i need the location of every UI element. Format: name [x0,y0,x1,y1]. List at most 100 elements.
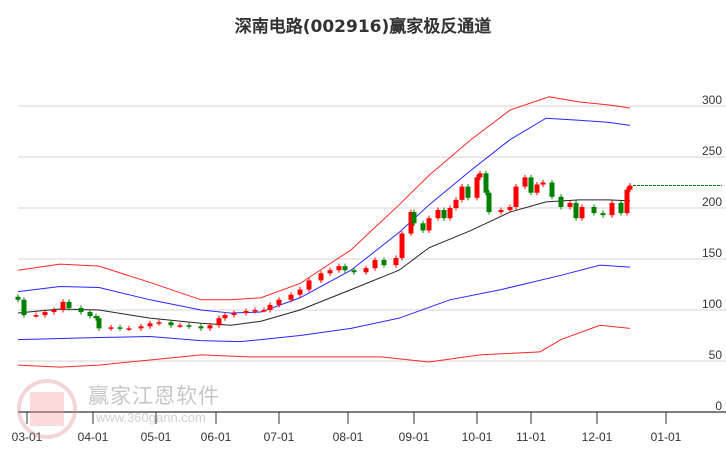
candle-body [453,199,459,208]
channel-line-upper-blue [17,117,631,314]
candle-body [207,325,213,329]
candle-body [381,260,387,266]
x-tick-label: 07-01 [264,430,295,444]
y-tick-label: 200 [702,195,722,209]
candle-body [513,186,519,207]
candle-body [51,310,57,313]
candle-body [558,196,564,207]
x-tick-label: 05-01 [141,430,172,444]
candle-body [306,280,312,290]
candle-body [459,186,465,200]
candle-body [87,312,93,317]
candle-body [498,210,504,213]
candle-body [618,202,624,214]
y-tick-label: 0 [715,399,722,413]
candle-body [540,182,546,185]
candle-body [21,299,27,316]
candle-body [318,273,324,281]
candle-body [327,270,333,274]
candle-body [138,326,144,329]
candle-body [78,307,84,313]
candle-body [297,289,303,295]
candle-body [336,266,342,271]
candle-body [573,202,579,219]
watermark-brand: 赢家江恩软件 [88,384,220,408]
candle-body [399,233,405,258]
y-tick-label: 250 [702,144,722,158]
candle-body [252,310,258,312]
candle-body [609,202,615,216]
candle-body [342,266,348,271]
candle-body [426,218,432,231]
candle-body [126,328,132,330]
x-tick-label: 10-01 [462,430,493,444]
candle-body [156,322,162,324]
candle-body [624,189,630,214]
candle-body [261,310,267,312]
candle-body [372,260,378,269]
candle-body [363,268,369,273]
candle-body [177,325,183,327]
y-tick-label: 300 [702,93,722,107]
candle-body [465,186,471,198]
candle-body [108,327,114,329]
x-tick-label: 08-01 [333,430,364,444]
x-tick-label: 11-01 [516,430,546,444]
candle-body [15,296,21,300]
candle-body [33,315,39,317]
candle-body [411,212,417,224]
candle-body [579,206,585,219]
candle-body [66,301,72,308]
x-tick-label: 09-01 [399,430,430,444]
candle-body [198,326,204,329]
channel-line-middle-black [17,199,631,326]
candle-body [477,173,483,178]
candle-body [60,301,66,310]
x-tick-label: 01-01 [651,430,682,444]
candle-body [222,315,228,319]
chart-title: 深南电路(002916)赢家极反通道 [234,17,492,37]
candle-body [393,257,399,266]
candle-body [486,192,492,213]
candle-body [447,208,453,219]
candle-body [528,177,534,193]
x-tick-label: 06-01 [201,430,232,444]
candle-body [216,318,222,326]
candle-body [627,185,633,190]
candle-body [483,173,489,193]
candle-body [117,327,123,329]
watermark-url: www.360gann.com [96,410,206,425]
candle-body [534,184,540,193]
x-tick-label: 04-01 [78,430,109,444]
candle-body [441,210,447,219]
candle-body [522,177,528,187]
y-tick-label: 100 [702,297,722,311]
candle-body [507,206,513,211]
y-tick-label: 50 [709,348,723,362]
candle-body [600,213,606,216]
candle-body [420,223,426,231]
candle-body [474,177,480,198]
candle-body [231,313,237,316]
channel-line-upper-red [17,96,631,301]
candle-body [96,318,102,329]
candle-body [186,325,192,327]
candle-body [42,312,48,316]
candle-body [408,212,414,234]
candle-body [147,323,153,327]
candle-body [267,304,273,310]
channel-line-lower-red [17,324,631,368]
candle-body [435,210,441,219]
candle-body [549,182,555,197]
y-tick-label: 150 [702,246,722,260]
candle-body [591,206,597,214]
candle-body [567,202,573,207]
x-tick-label: 12-01 [582,430,613,444]
channel-line-lower-blue [17,264,631,343]
candle-body [288,294,294,300]
candle-body [168,322,174,326]
candle-body [276,299,282,305]
candle-body [93,316,99,319]
candle-body [243,311,249,314]
